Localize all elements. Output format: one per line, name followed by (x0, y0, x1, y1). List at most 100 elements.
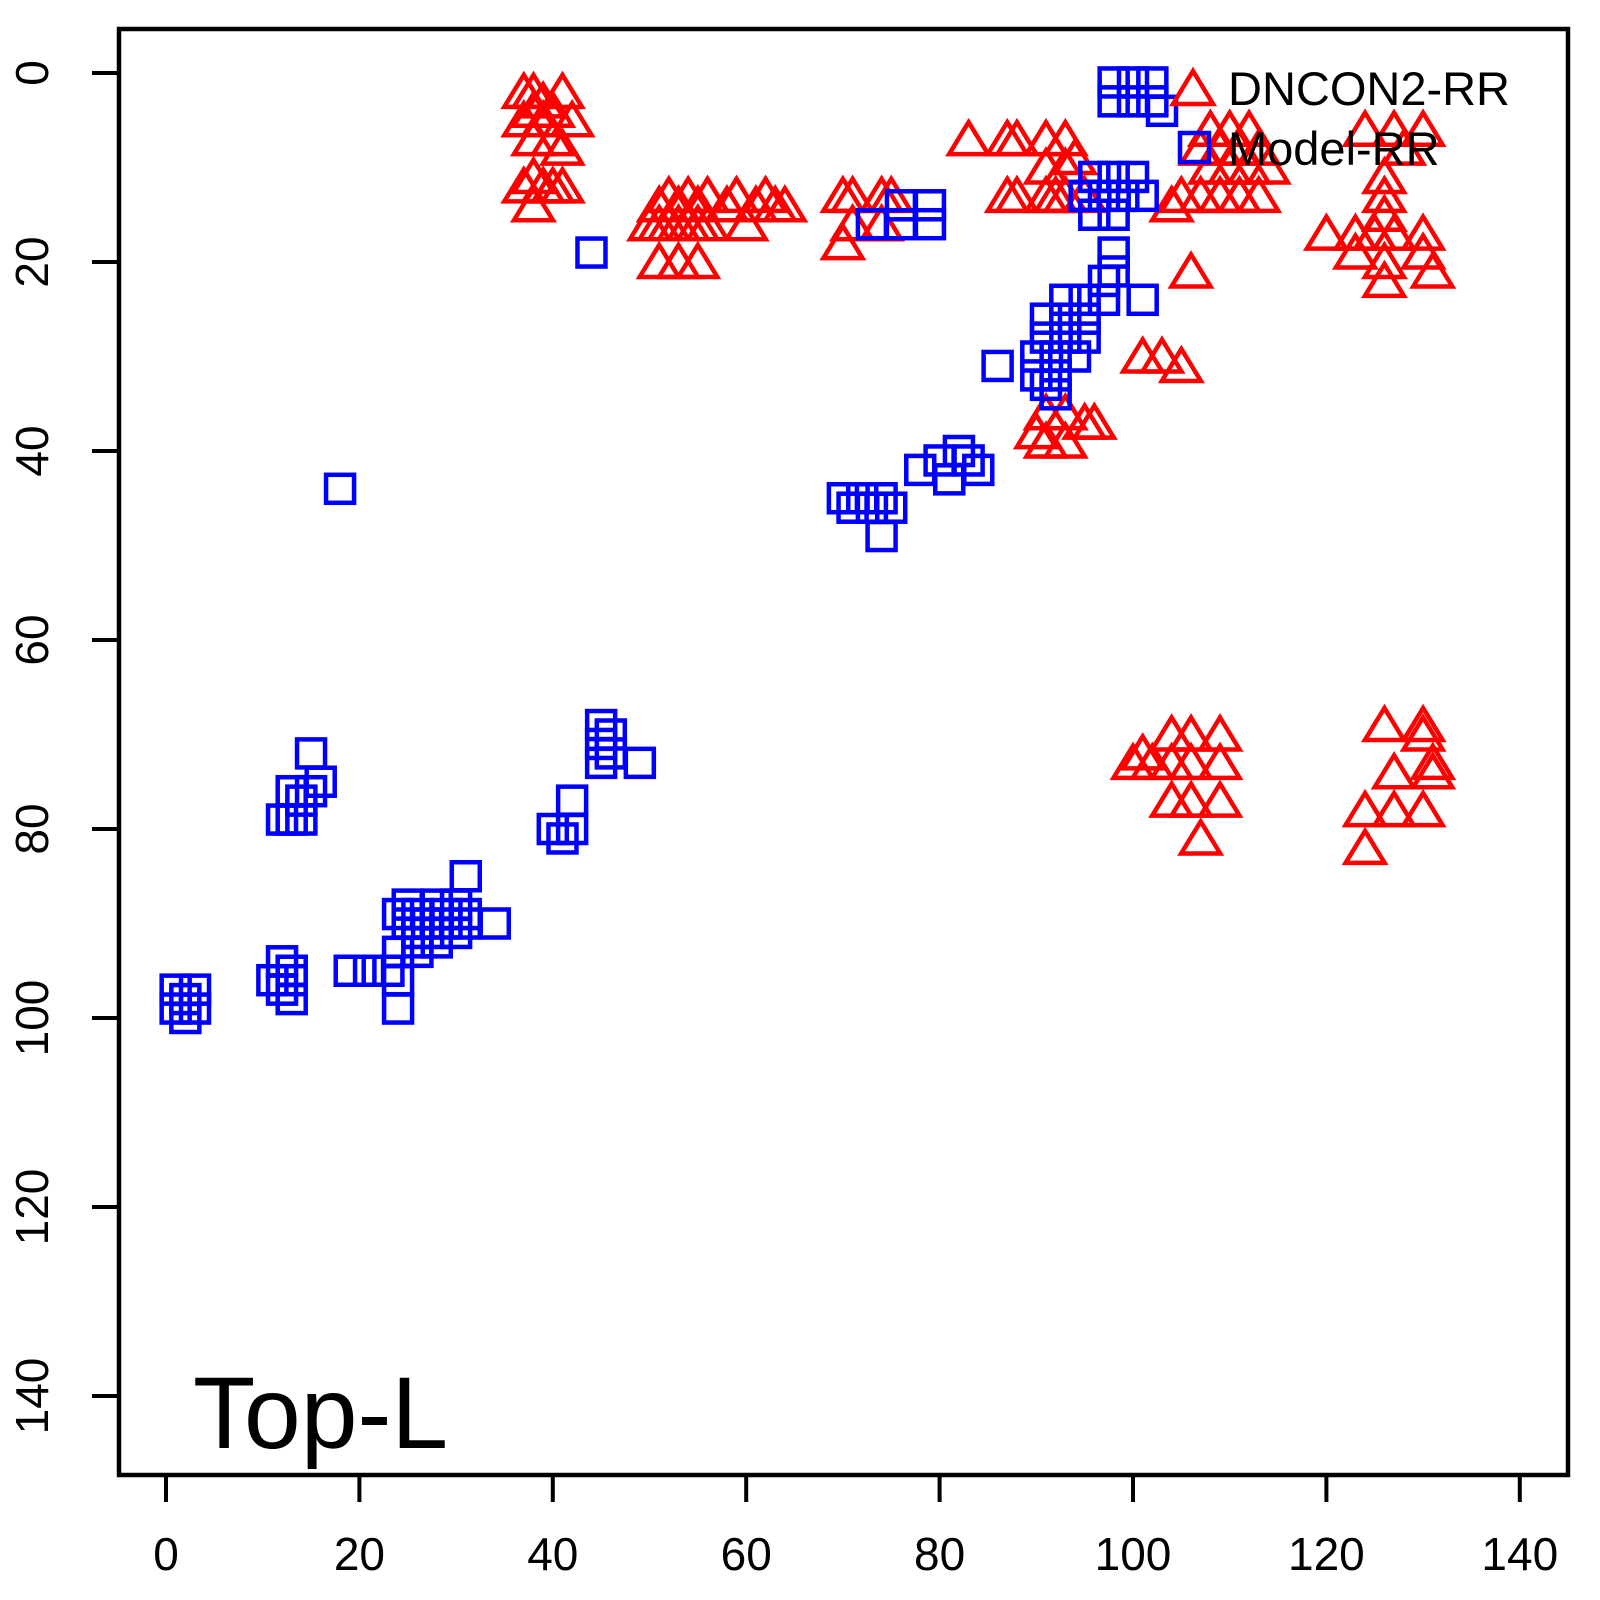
data-point-square (1126, 179, 1159, 213)
data-point-square (420, 916, 454, 950)
data-point-square (1078, 198, 1111, 231)
legend-label-model-rr: Model-RR (1228, 122, 1440, 175)
data-point-square (1097, 198, 1130, 231)
data-point-square (962, 453, 995, 487)
data-point-square (449, 907, 483, 940)
data-point-triangle (1244, 146, 1292, 185)
data-point-triangle (1341, 108, 1389, 147)
data-point-square (275, 803, 308, 836)
data-point-square (352, 954, 386, 987)
data-point-square (1087, 264, 1121, 298)
data-point-square (265, 973, 299, 1006)
data-point-square (420, 926, 454, 959)
data-point-square (372, 954, 405, 987)
data-point-triangle (1399, 713, 1447, 752)
data-point-square (1049, 283, 1082, 317)
data-point-triangle (1138, 335, 1186, 374)
data-point-square (546, 822, 579, 855)
data-point-square (449, 897, 483, 931)
data-point-triangle (945, 117, 993, 157)
data-point-square (391, 907, 424, 940)
data-point-triangle (993, 174, 1041, 214)
data-point-triangle (1370, 750, 1418, 790)
data-point-triangle (1157, 344, 1205, 384)
data-point-square (294, 737, 328, 770)
data-point-triangle (1167, 779, 1215, 818)
data-point-triangle (635, 240, 683, 280)
data-point-triangle (1380, 127, 1428, 166)
data-point-square (381, 897, 415, 931)
data-point-square (1039, 340, 1072, 373)
x-tick-label: 40 (527, 1528, 578, 1580)
data-point-square (1020, 340, 1053, 373)
data-point-square (401, 897, 434, 931)
data-point-square (575, 236, 608, 269)
data-point-square (449, 860, 483, 893)
data-point-triangle (674, 240, 722, 280)
data-point-triangle (1196, 779, 1244, 818)
data-point-triangle (1360, 240, 1408, 280)
data-point-square (981, 349, 1014, 383)
data-point-triangle (1119, 732, 1167, 771)
data-point-triangle (1148, 183, 1196, 223)
data-point-square (1116, 66, 1150, 99)
y-tick-label: 40 (6, 425, 58, 476)
data-point-triangle (684, 202, 732, 242)
legend-label-dncon2-rr: DNCON2-RR (1228, 62, 1510, 115)
data-point-square (169, 982, 202, 1016)
data-point-square (1068, 302, 1101, 335)
data-point-square (265, 803, 299, 836)
x-tick-label: 120 (1288, 1528, 1365, 1580)
data-point-triangle (509, 183, 557, 223)
data-point-square (826, 482, 860, 515)
data-point-triangle (1119, 335, 1167, 374)
x-tick-label: 100 (1095, 1528, 1172, 1580)
data-point-square (401, 935, 434, 969)
data-point-triangle (1370, 212, 1418, 251)
data-point-square (178, 973, 212, 1006)
data-point-square (1049, 302, 1082, 335)
data-point-triangle (519, 80, 567, 119)
data-point-square (285, 803, 318, 836)
data-point-triangle (538, 127, 586, 166)
data-point-square (1039, 378, 1072, 411)
y-tick-label: 0 (6, 60, 58, 86)
data-point-square (584, 727, 618, 761)
data-point-square (923, 444, 956, 477)
data-point-triangle (1370, 788, 1418, 828)
data-point-triangle (1409, 250, 1457, 289)
data-point-square (875, 491, 908, 524)
x-tick-label: 80 (914, 1528, 965, 1580)
data-point-triangle (1051, 136, 1099, 176)
data-point-triangle (1331, 231, 1379, 270)
data-point-triangle (1302, 212, 1350, 251)
data-point-square (913, 207, 947, 241)
data-point-square (439, 888, 473, 921)
data-point-square (159, 992, 192, 1025)
data-point-triangle (1409, 750, 1457, 790)
data-point-square (1068, 321, 1101, 354)
y-tick-label: 60 (6, 614, 58, 665)
data-point-triangle (538, 165, 586, 204)
corner-label-top-l: Top-L (193, 1356, 448, 1470)
data-point-square (323, 472, 357, 506)
plot-border-box (116, 26, 1571, 1478)
y-tick-label: 140 (6, 1358, 58, 1435)
data-point-square (420, 888, 454, 921)
data-point-triangle (529, 117, 577, 157)
data-point-triangle (1341, 826, 1389, 866)
data-point-triangle (1012, 410, 1060, 450)
data-point-square (913, 189, 947, 222)
data-point-triangle (548, 98, 596, 138)
data-point-square (1078, 160, 1111, 194)
data-point-square (865, 482, 898, 515)
data-point-square (391, 888, 424, 921)
data-point-square (478, 907, 512, 940)
data-point-triangle (1167, 741, 1215, 781)
data-point-square (1097, 85, 1130, 118)
data-point-square (1087, 179, 1121, 213)
data-point-triangle (655, 240, 703, 280)
data-point-square (623, 746, 657, 780)
data-point-square (381, 992, 415, 1025)
